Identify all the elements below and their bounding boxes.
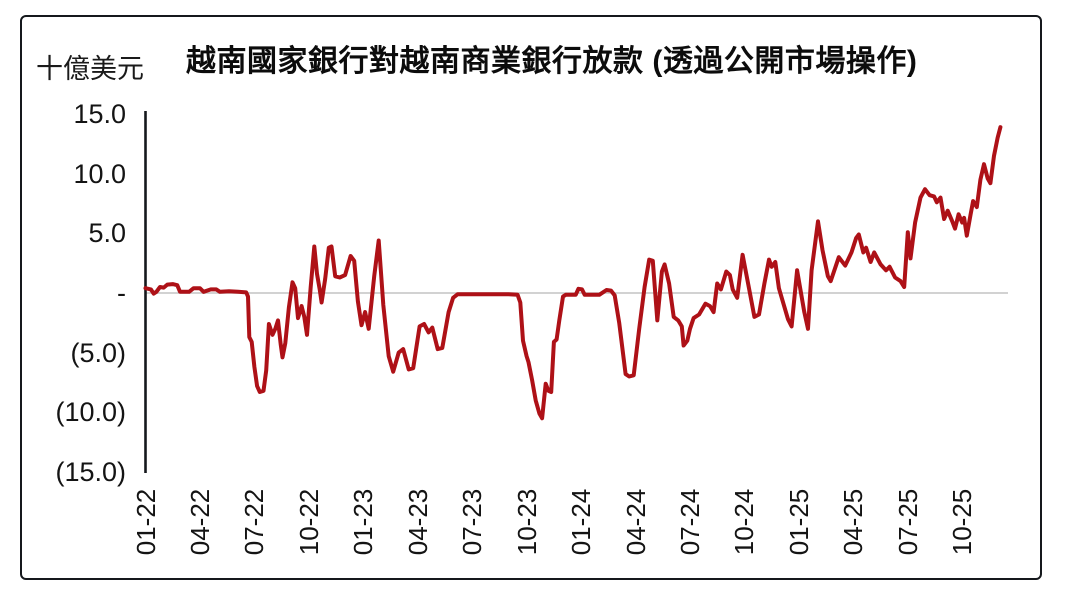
x-tick-label: 04-22 [184, 488, 215, 556]
x-tick-label: 01-22 [130, 488, 161, 556]
y-tick-label: 15.0 [73, 99, 126, 130]
x-tick-label: 01-24 [566, 488, 597, 556]
data-line [143, 125, 1003, 421]
chart-frame-border [20, 15, 1042, 580]
x-tick-label: 01-25 [783, 488, 814, 556]
x-tick-label: 04-25 [838, 488, 869, 556]
y-axis-unit-label: 十億美元 [36, 54, 144, 84]
x-tick-label: 10-24 [729, 488, 760, 556]
chart-title: 越南國家銀行對越南商業銀行放款 (透過公開市場操作) [186, 45, 918, 78]
y-tick-label: (5.0) [70, 337, 126, 368]
x-tick-label: 04-23 [402, 488, 433, 556]
y-tick-label: 10.0 [73, 158, 126, 189]
x-tick-label: 07-22 [239, 488, 270, 556]
y-tick-label: 5.0 [88, 218, 126, 249]
x-tick-label: 10-22 [293, 488, 324, 556]
y-tick-label: - [117, 278, 126, 308]
y-tick-label: (15.0) [55, 456, 126, 487]
x-tick-label: 07-25 [892, 488, 923, 556]
x-tick-label: 10-23 [511, 488, 542, 556]
x-tick-label: 10-25 [947, 488, 978, 556]
x-tick-label: 07-24 [675, 488, 705, 556]
x-tick-label: 07-23 [457, 488, 488, 556]
x-tick-label: 01-23 [348, 488, 379, 556]
x-tick-label: 04-24 [620, 488, 651, 556]
y-tick-label: (10.0) [55, 397, 126, 428]
